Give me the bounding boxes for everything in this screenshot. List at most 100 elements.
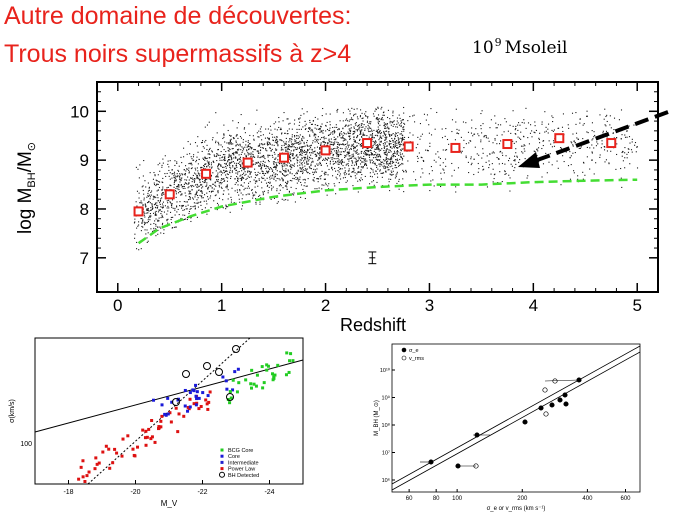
data-point bbox=[385, 156, 387, 159]
data-point bbox=[389, 134, 391, 136]
data-point bbox=[415, 147, 417, 149]
panel3-x-tick-label: 400 bbox=[582, 496, 593, 502]
data-point bbox=[259, 165, 261, 167]
data-point bbox=[372, 154, 374, 156]
data-point bbox=[398, 142, 400, 144]
data-point bbox=[498, 158, 500, 160]
data-point bbox=[160, 198, 162, 200]
data-point bbox=[140, 248, 142, 250]
data-point bbox=[307, 130, 309, 133]
data-point bbox=[548, 140, 550, 142]
data-point bbox=[367, 117, 369, 119]
data-point bbox=[388, 184, 390, 186]
data-point bbox=[162, 158, 164, 160]
data-point bbox=[360, 124, 362, 126]
data-point bbox=[327, 142, 329, 144]
data-point bbox=[201, 208, 203, 211]
data-point bbox=[287, 180, 289, 182]
data-point bbox=[237, 180, 239, 183]
data-point bbox=[340, 137, 342, 139]
data-point bbox=[176, 176, 178, 178]
data-point bbox=[204, 163, 206, 165]
data-point bbox=[189, 191, 191, 193]
panel2-point bbox=[153, 440, 157, 444]
data-point bbox=[494, 138, 496, 140]
data-point bbox=[356, 151, 358, 153]
data-point bbox=[562, 130, 564, 133]
data-point bbox=[176, 206, 178, 208]
data-point bbox=[295, 148, 297, 151]
data-point bbox=[360, 131, 362, 133]
data-point bbox=[228, 155, 230, 157]
data-point bbox=[248, 187, 250, 189]
data-point bbox=[290, 150, 292, 152]
data-point bbox=[246, 149, 248, 151]
data-point bbox=[238, 158, 240, 160]
data-point bbox=[329, 143, 331, 145]
data-point bbox=[378, 159, 380, 162]
data-point bbox=[170, 216, 172, 219]
data-point bbox=[161, 224, 163, 226]
data-point bbox=[190, 185, 192, 187]
data-point bbox=[158, 220, 160, 222]
data-point bbox=[334, 167, 336, 170]
data-point bbox=[293, 134, 296, 137]
data-point bbox=[332, 148, 334, 151]
data-point bbox=[403, 106, 405, 109]
data-point bbox=[306, 185, 308, 187]
data-point bbox=[285, 146, 287, 148]
data-point bbox=[238, 194, 240, 196]
data-point bbox=[397, 151, 399, 153]
data-point bbox=[351, 160, 353, 162]
data-point bbox=[316, 128, 318, 130]
data-point bbox=[545, 152, 547, 154]
data-point bbox=[356, 137, 358, 139]
data-point bbox=[368, 136, 370, 138]
data-point bbox=[249, 143, 251, 145]
data-point bbox=[143, 197, 145, 199]
data-point bbox=[237, 137, 239, 139]
data-point bbox=[482, 165, 484, 167]
data-point bbox=[319, 155, 321, 157]
data-point bbox=[157, 220, 159, 222]
data-point bbox=[253, 139, 255, 141]
data-point bbox=[573, 170, 575, 172]
data-point bbox=[162, 207, 164, 209]
data-point bbox=[401, 119, 403, 121]
data-point bbox=[364, 163, 366, 165]
data-point bbox=[331, 152, 333, 154]
data-point bbox=[219, 154, 221, 156]
panel2-point bbox=[143, 436, 147, 440]
data-point bbox=[249, 134, 251, 137]
data-point bbox=[175, 175, 177, 177]
data-point bbox=[386, 166, 388, 168]
data-point bbox=[351, 171, 354, 173]
data-point bbox=[260, 197, 262, 199]
data-point bbox=[599, 156, 601, 158]
data-point bbox=[525, 107, 527, 109]
data-point bbox=[279, 189, 281, 191]
data-point bbox=[348, 170, 350, 172]
data-point bbox=[364, 113, 366, 115]
data-point bbox=[337, 173, 339, 175]
data-point bbox=[190, 220, 192, 223]
data-point bbox=[168, 207, 170, 209]
data-point bbox=[247, 175, 249, 177]
data-point bbox=[230, 142, 232, 144]
data-point bbox=[388, 142, 390, 144]
data-point bbox=[348, 132, 350, 134]
data-point bbox=[298, 147, 300, 150]
data-point bbox=[212, 172, 214, 174]
data-point bbox=[371, 134, 373, 136]
data-point bbox=[247, 185, 250, 187]
data-point bbox=[349, 128, 351, 130]
data-point bbox=[273, 161, 275, 163]
data-point bbox=[358, 157, 361, 159]
data-point bbox=[407, 136, 410, 138]
data-point bbox=[237, 184, 239, 186]
data-point bbox=[377, 159, 379, 161]
data-point bbox=[287, 169, 289, 171]
data-point bbox=[428, 173, 430, 175]
data-point bbox=[312, 173, 314, 176]
data-point bbox=[138, 249, 140, 251]
